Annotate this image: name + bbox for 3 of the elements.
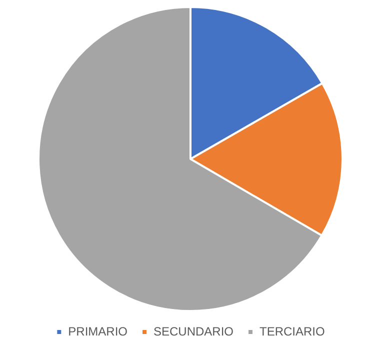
legend-label: SECUNDARIO (153, 324, 234, 338)
legend-label: TERCIARIO (260, 324, 325, 338)
legend-label: PRIMARIO (68, 324, 128, 338)
